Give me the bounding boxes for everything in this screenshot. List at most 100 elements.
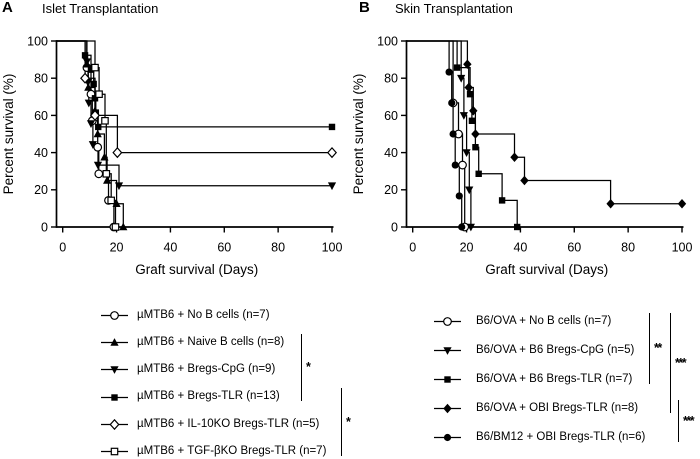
triangle-down-filled-marker	[82, 58, 92, 67]
diamond-open-marker	[90, 109, 101, 122]
diamond-filled-marker	[471, 129, 480, 139]
triangle-down-filled-marker	[114, 182, 124, 191]
legend-label: µMTB6 + Bregs-CpG (n=9)	[137, 363, 276, 376]
triangle-up-filled-marker	[100, 152, 109, 161]
square-open-marker	[91, 63, 99, 72]
legend-item: µMTB6 + Bregs-CpG (n=9)	[0, 356, 350, 383]
diamond-filled-marker	[463, 59, 472, 69]
x-tick-label: 80	[621, 241, 635, 255]
legend-marker-triangle-down-filled	[434, 347, 461, 355]
x-tick-label: 80	[271, 241, 285, 255]
circle-open-marker	[93, 142, 103, 152]
legend-label: B6/OVA + OBI Bregs-TLR (n=8)	[476, 401, 639, 414]
diamond-filled-marker	[464, 82, 473, 93]
panel-letter-b: B	[359, 0, 370, 16]
y-tick-label: 100	[27, 34, 48, 48]
circle-open-marker	[110, 311, 119, 320]
y-tick-label: 80	[384, 72, 398, 86]
islet-legend: µMTB6 + No B cells (n=7) µMTB6 + Naive B …	[0, 302, 350, 459]
square-filled-marker	[453, 64, 461, 71]
square-filled-marker	[95, 123, 102, 131]
circle-filled-marker	[451, 161, 459, 169]
diamond-open-marker	[326, 146, 338, 159]
series-markers	[80, 52, 338, 232]
significance-label: ***	[683, 413, 695, 428]
legend-label: B6/BM12 + OBI Bregs-TLR (n=6)	[476, 430, 646, 443]
y-tick-label: 60	[384, 109, 398, 123]
legend-item: B6/OVA + B6 Bregs-CpG (n=5)	[350, 336, 700, 365]
significance-bracket: **	[649, 312, 662, 384]
square-open-marker	[111, 223, 120, 231]
x-tick-label: 60	[567, 241, 581, 255]
diamond-open-marker	[80, 72, 91, 84]
circle-open-marker	[443, 317, 452, 326]
legend-item: µMTB6 + Bregs-TLR (n=13)	[0, 384, 350, 411]
diamond-open-marker	[109, 418, 120, 430]
axes: 0 20 40 60 80 100 0 20 40 60 80 100	[27, 34, 342, 254]
y-tick-label: 60	[34, 109, 48, 123]
significance-label: **	[654, 340, 662, 355]
significance-bracket: *	[341, 388, 352, 456]
x-tick-label: 0	[409, 241, 416, 255]
triangle-down-filled-marker	[459, 112, 468, 120]
y-tick-label: 0	[391, 220, 398, 234]
legend-item: B6/OVA + OBI Bregs-TLR (n=8)	[350, 394, 700, 423]
square-open-marker	[110, 447, 119, 456]
skin-survival-chart: 0 20 40 60 80 100 0 20 40 60 80 100 Graft survival (…	[351, 34, 692, 277]
x-tick-label: 100	[322, 241, 343, 255]
diamond-filled-marker	[606, 199, 615, 209]
diamond-open-marker	[112, 146, 123, 159]
y-tick-label: 100	[377, 34, 398, 48]
triangle-down-filled-marker	[110, 366, 119, 375]
square-filled-marker	[111, 393, 118, 401]
triangle-down-filled-marker	[327, 182, 337, 191]
square-filled-marker	[87, 66, 95, 73]
panel-skin-transplantation: 0 20 40 60 80 100 0 20 40 60 80 100 Graft survival (…	[350, 0, 700, 459]
legend-label: µMTB6 + Naive B cells (n=8)	[137, 336, 285, 349]
square-filled-marker	[472, 144, 479, 151]
legend-marker-square-filled	[101, 393, 128, 401]
significance-label: *	[346, 414, 351, 429]
legend-label: B6/OVA + B6 Bregs-CpG (n=5)	[476, 343, 635, 356]
legend-item: µMTB6 + No B cells (n=7)	[0, 302, 350, 329]
triangle-down-filled-marker	[86, 120, 96, 128]
triangle-down-filled-marker	[462, 149, 471, 157]
square-filled-marker	[466, 90, 474, 98]
square-filled-marker	[91, 95, 99, 102]
circle-filled-marker	[443, 433, 452, 442]
skin-legend: B6/OVA + No B cells (n=7) B6/OVA + B6 Bre…	[350, 307, 700, 452]
x-tick-label: 40	[163, 241, 177, 255]
panel-letter-a: A	[2, 0, 13, 16]
triangle-down-filled-marker	[465, 186, 474, 195]
x-axis-label: Graft survival (Days)	[135, 262, 258, 277]
circle-filled-marker	[455, 192, 463, 200]
series-markers	[445, 59, 687, 232]
triangle-down-filled-marker	[443, 347, 452, 355]
legend-item: µMTB6 + TGF-βKO Bregs-TLR (n=7)	[0, 438, 350, 459]
x-tick-label: 0	[59, 241, 66, 255]
triangle-down-filled-marker	[457, 74, 466, 83]
square-filled-marker	[81, 52, 89, 59]
panel-title-islet: Islet Transplantation	[42, 1, 159, 16]
circle-open-marker	[458, 160, 467, 170]
circle-filled-marker	[458, 223, 466, 231]
triangle-up-filled-marker	[84, 83, 93, 91]
diamond-filled-marker	[443, 403, 452, 414]
square-open-marker	[95, 90, 103, 98]
square-filled-marker	[513, 223, 521, 231]
y-tick-label: 20	[384, 183, 398, 197]
circle-filled-marker	[448, 99, 456, 107]
diamond-filled-marker	[510, 152, 519, 162]
diamond-filled-marker	[469, 106, 478, 116]
triangle-down-filled-marker	[466, 223, 475, 232]
islet-survival-chart: 0 20 40 60 80 100 0 20 40 60 80 100 Graft survival (…	[1, 34, 342, 277]
y-axis-label: Percent survival (%)	[351, 74, 366, 195]
circle-open-marker	[94, 169, 104, 179]
circle-filled-marker	[445, 68, 453, 76]
legend-marker-triangle-down-filled	[101, 366, 128, 375]
x-axis-label: Graft survival (Days)	[485, 262, 608, 277]
legend-label: B6/OVA + B6 Bregs-TLR (n=7)	[476, 372, 633, 385]
legend-item: µMTB6 + Naive B cells (n=8)	[0, 329, 350, 356]
triangle-up-filled-marker	[103, 176, 112, 184]
